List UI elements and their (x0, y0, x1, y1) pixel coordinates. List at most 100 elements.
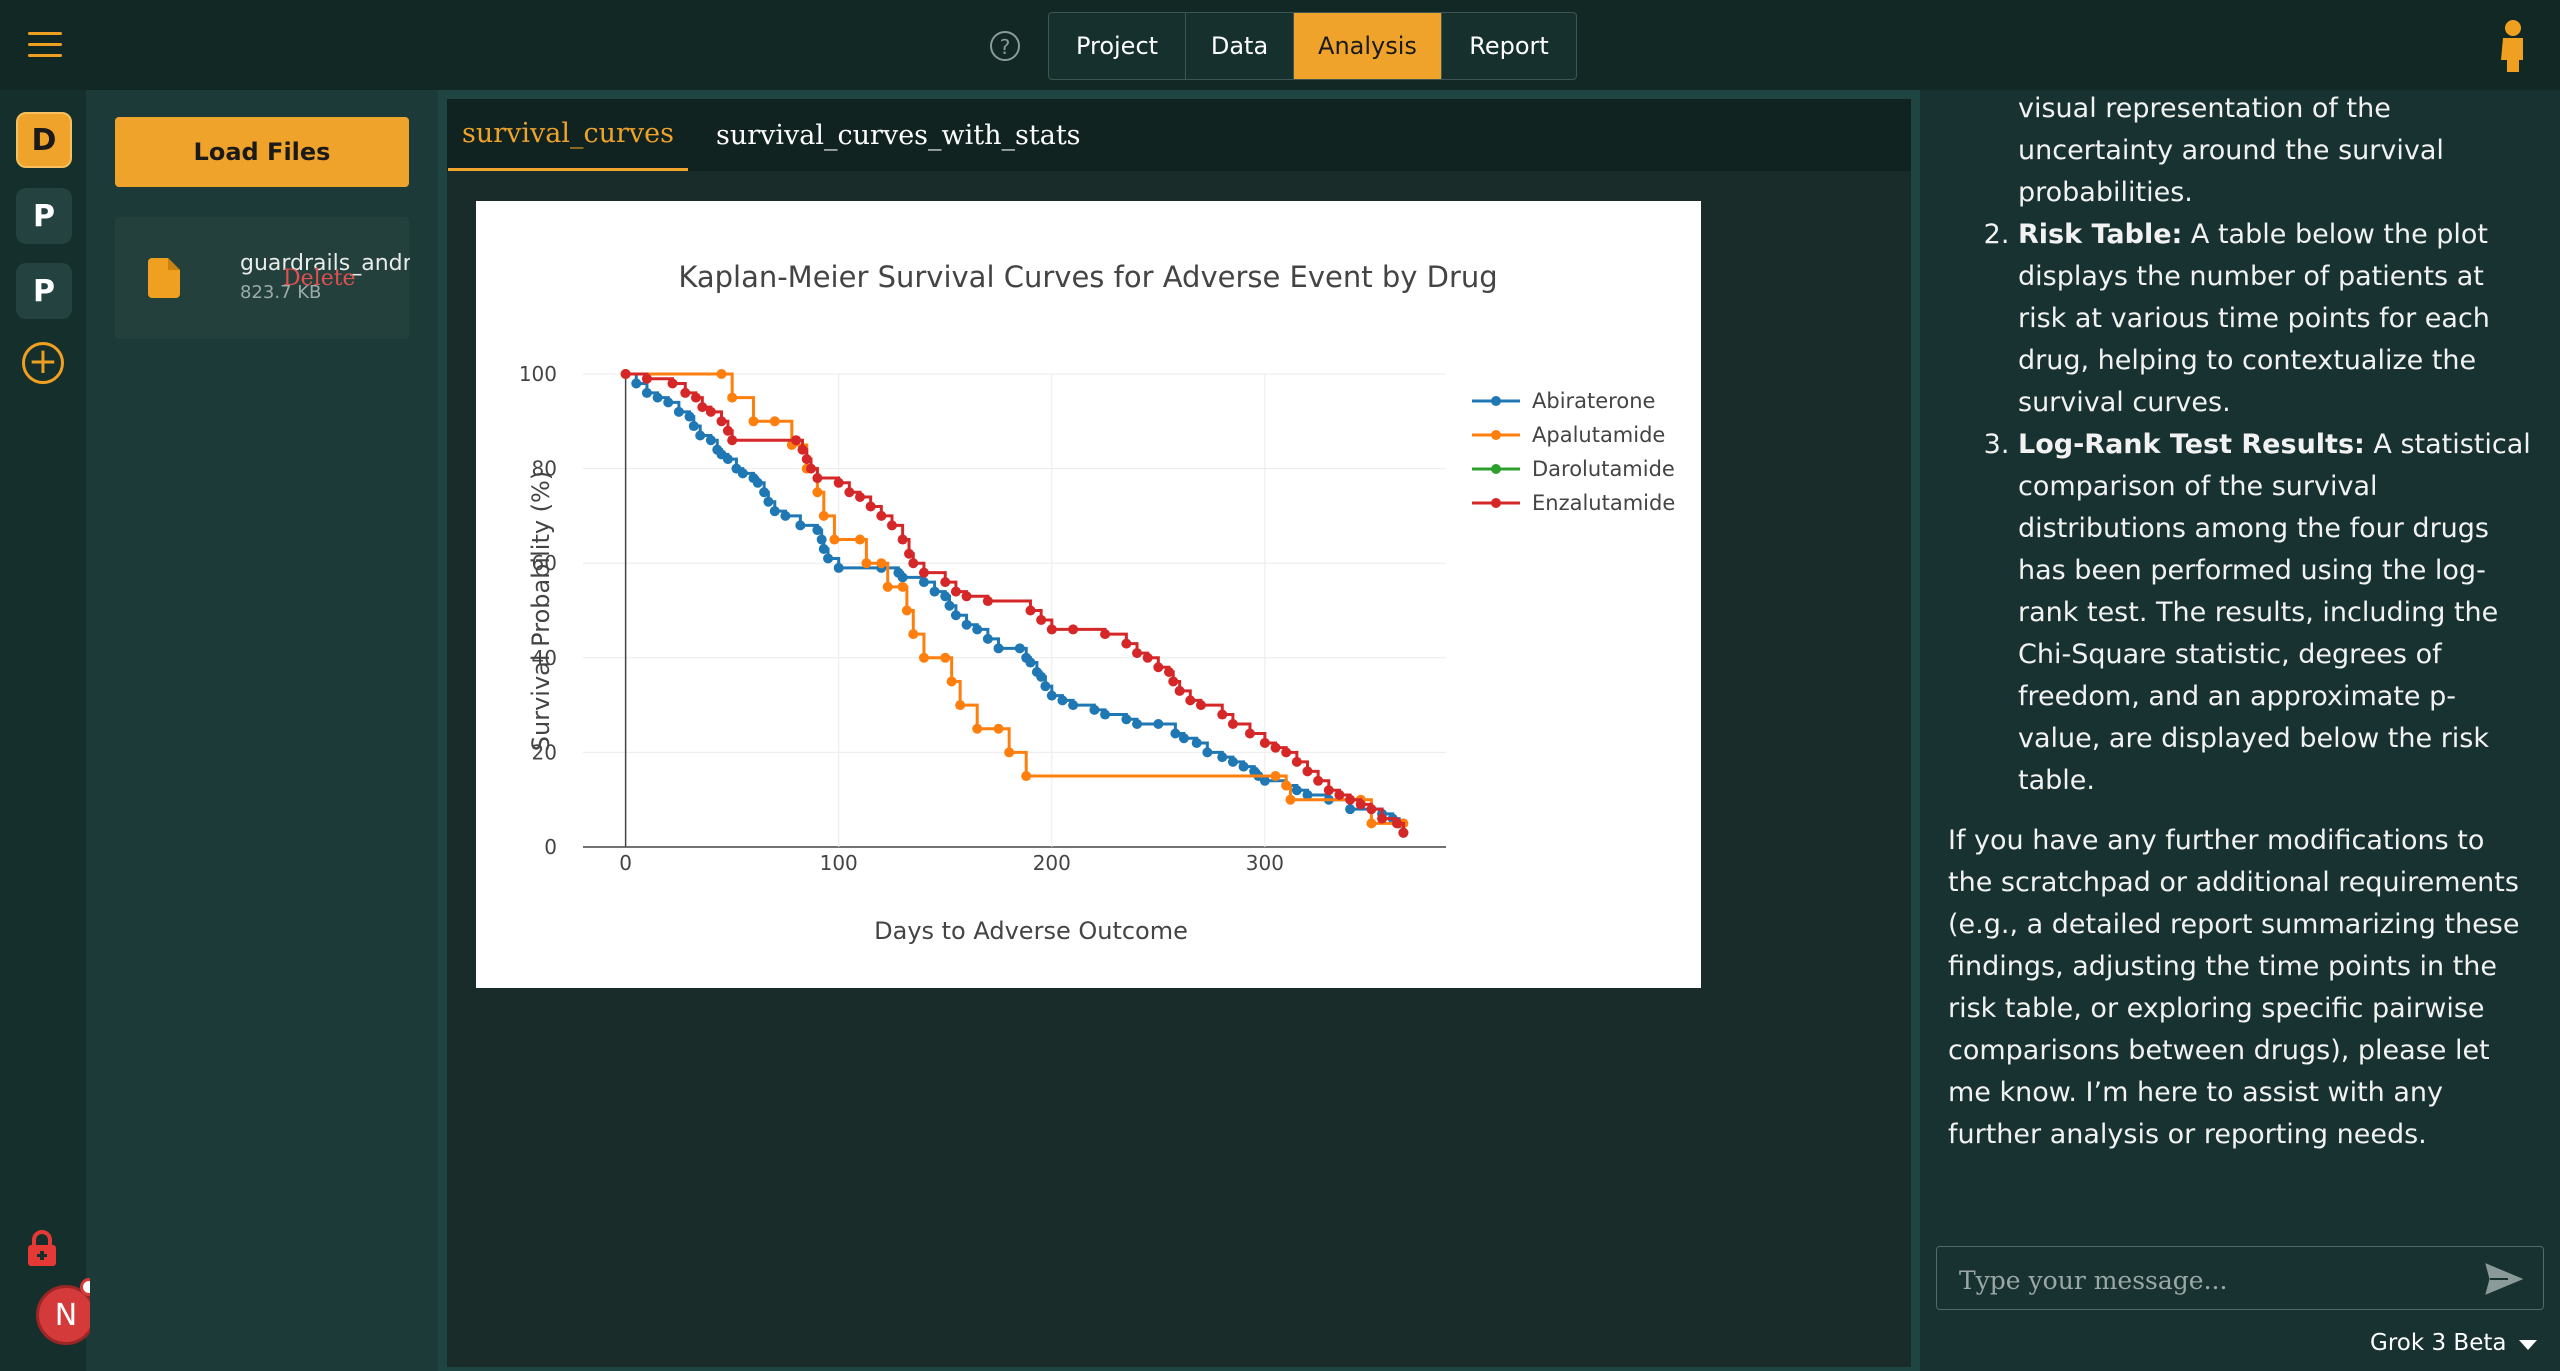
data-point-enzalutamide (797, 444, 808, 455)
survival-chart: Kaplan-Meier Survival Curves for Adverse… (519, 260, 1675, 945)
data-point-apalutamide (829, 534, 840, 545)
data-point-apalutamide (972, 723, 983, 734)
data-point-abiraterone (795, 520, 806, 531)
data-point-enzalutamide (1313, 775, 1324, 786)
data-point-abiraterone (816, 534, 827, 545)
output-tabs-bar (447, 99, 1911, 171)
data-point-abiraterone (1227, 756, 1238, 767)
chat-list-item-2: Risk Table: A table below the plot displ… (2018, 214, 2534, 424)
chat-item2-text: A table below the plot displays the numb… (2018, 219, 2490, 418)
data-point-abiraterone (940, 591, 951, 602)
chevron-down-icon[interactable] (2519, 1340, 2537, 1350)
chat-closing-text: If you have any further modifications to… (1948, 825, 2520, 1150)
main-nav-tabs: Project Data Analysis Report (1048, 12, 1577, 80)
hamburger-menu-icon[interactable] (28, 32, 62, 60)
nav-tab-project[interactable]: Project (1049, 13, 1186, 79)
chat-input[interactable] (1957, 1261, 2461, 1299)
data-point-enzalutamide (1334, 789, 1345, 800)
nav-tab-data[interactable]: Data (1186, 13, 1294, 79)
chart-grid (583, 373, 1446, 848)
nav-tab-report[interactable]: Report (1469, 32, 1549, 60)
data-point-abiraterone (818, 544, 829, 555)
data-point-abiraterone (1259, 775, 1270, 786)
data-point-abiraterone (950, 610, 961, 621)
data-point-enzalutamide (1259, 737, 1270, 748)
data-point-apalutamide (1281, 780, 1292, 791)
chat-panel (1920, 90, 2560, 1371)
data-point-enzalutamide (812, 473, 823, 484)
chart-axes: 0 20 40 60 80 100 0 100 200 300 (519, 362, 1284, 875)
chat-item1-text: visual representation of the uncertainty… (2018, 93, 2444, 208)
load-files-button[interactable]: Load Files (115, 117, 409, 187)
data-point-apalutamide (993, 723, 1004, 734)
model-selector[interactable]: Grok 3 Beta (2370, 1330, 2507, 1356)
data-point-abiraterone (1291, 785, 1302, 796)
data-point-enzalutamide (1025, 605, 1036, 616)
data-point-enzalutamide (667, 378, 678, 389)
data-point-abiraterone (1178, 733, 1189, 744)
data-point-abiraterone (652, 392, 663, 403)
data-point-enzalutamide (950, 586, 961, 597)
data-point-enzalutamide (961, 591, 972, 602)
lock-icon[interactable] (26, 1230, 58, 1266)
data-point-abiraterone (752, 477, 763, 488)
rail-item-d[interactable]: D (16, 112, 72, 168)
data-point-abiraterone (722, 454, 733, 465)
data-point-apalutamide (1366, 818, 1377, 829)
legend-label-abiraterone: Abiraterone (1532, 389, 1655, 413)
data-point-enzalutamide (918, 567, 929, 578)
data-point-enzalutamide (1323, 785, 1334, 796)
tab-survival-curves[interactable]: survival_curves (448, 99, 688, 171)
data-point-abiraterone (1057, 695, 1068, 706)
data-point-enzalutamide (904, 548, 915, 559)
data-point-apalutamide (955, 700, 966, 711)
help-icon[interactable]: ? (990, 31, 1020, 61)
data-point-apalutamide (940, 652, 951, 663)
chart-legend[interactable]: Abiraterone Apalutamide Darolutamide Enzalu… (1472, 389, 1675, 515)
nav-tab-analysis[interactable]: Analysis (1294, 13, 1442, 79)
data-point-apalutamide (901, 605, 912, 616)
data-point-apalutamide (727, 392, 738, 403)
x-tick-label: 300 (1246, 851, 1284, 875)
data-point-abiraterone (823, 553, 834, 564)
data-point-enzalutamide (1345, 794, 1356, 805)
data-point-enzalutamide (1163, 666, 1174, 677)
series-line-abiraterone (625, 372, 1405, 833)
rail-item-p-2[interactable]: P (16, 263, 72, 319)
data-point-enzalutamide (727, 435, 738, 446)
user-profile-icon[interactable] (2497, 18, 2527, 72)
x-tick-label: 200 (1033, 851, 1071, 875)
data-point-abiraterone (1121, 714, 1132, 725)
file-delete-button[interactable]: Delete (283, 266, 356, 291)
data-point-enzalutamide (620, 369, 631, 379)
data-point-enzalutamide (1281, 747, 1292, 758)
data-point-enzalutamide (716, 416, 727, 427)
chat-message: confidence intervals, providing a visual… (1948, 90, 2534, 1200)
data-point-abiraterone (897, 572, 908, 583)
add-project-icon[interactable]: + (22, 342, 64, 384)
data-point-abiraterone (1014, 643, 1025, 654)
chat-list-item-3: Log-Rank Test Results: A statistical com… (2018, 424, 2534, 802)
data-point-apalutamide (748, 416, 759, 427)
legend-marker-enzalutamide (1491, 498, 1501, 508)
x-tick-label: 100 (820, 851, 858, 875)
chat-input-box[interactable] (1936, 1246, 2544, 1310)
data-point-abiraterone (631, 378, 642, 389)
data-point-enzalutamide (982, 596, 993, 607)
data-point-enzalutamide (1046, 624, 1057, 635)
rail-item-p-1[interactable]: P (16, 188, 72, 244)
data-point-apalutamide (1270, 771, 1281, 782)
data-point-abiraterone (833, 562, 844, 573)
tab-survival-curves-with-stats[interactable]: survival_curves_with_stats (716, 119, 1081, 151)
data-point-enzalutamide (1244, 728, 1255, 739)
data-point-enzalutamide (1366, 804, 1377, 815)
data-point-enzalutamide (1270, 742, 1281, 753)
chat-item2-title: Risk Table: (2018, 219, 2183, 250)
data-point-abiraterone (972, 624, 983, 635)
series-line-enzalutamide (625, 372, 1405, 833)
legend-label-apalutamide: Apalutamide (1532, 423, 1665, 447)
data-point-apalutamide (855, 534, 866, 545)
data-point-abiraterone (1302, 789, 1313, 800)
send-icon[interactable] (2484, 1262, 2524, 1296)
y-tick-label: 0 (544, 835, 557, 859)
